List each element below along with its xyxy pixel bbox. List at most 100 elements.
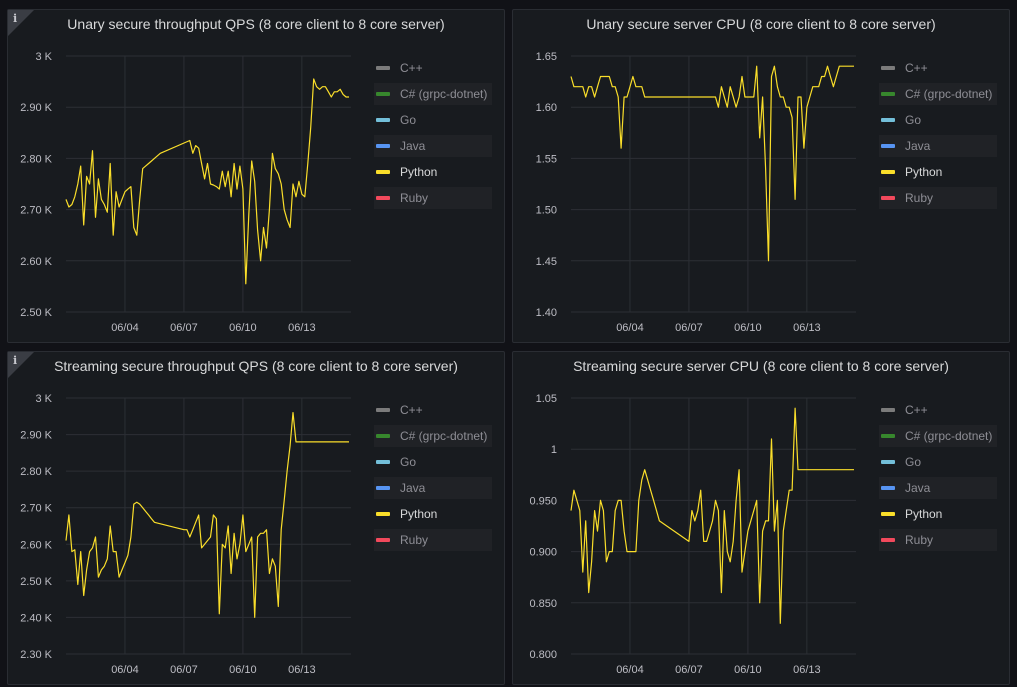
legend-swatch bbox=[376, 118, 390, 122]
legend-label: Go bbox=[400, 113, 417, 127]
legend-label: C++ bbox=[400, 403, 423, 417]
y-tick-label: 2.40 K bbox=[20, 612, 52, 624]
y-tick-label: 2.60 K bbox=[20, 539, 52, 551]
legend-item-c-grpc-dotnet[interactable]: C# (grpc-dotnet) bbox=[374, 425, 492, 447]
panel-unary-cpu[interactable]: Unary secure server CPU (8 core client t… bbox=[512, 9, 1010, 343]
y-tick-label: 1.55 bbox=[536, 153, 557, 165]
legend-label: Ruby bbox=[400, 533, 429, 547]
series-line-python[interactable] bbox=[65, 411, 349, 618]
y-tick-label: 0.950 bbox=[529, 495, 557, 507]
y-tick-label: 0.800 bbox=[529, 649, 557, 661]
info-icon-corner[interactable] bbox=[8, 10, 34, 36]
legend-item-c-grpc-dotnet[interactable]: C# (grpc-dotnet) bbox=[879, 83, 997, 105]
panel-title[interactable]: Streaming secure server CPU (8 core clie… bbox=[573, 358, 949, 374]
legend-item-c-grpc-dotnet[interactable]: C# (grpc-dotnet) bbox=[374, 83, 492, 105]
legend-item-python[interactable]: Python bbox=[879, 161, 997, 183]
y-tick-label: 2.70 K bbox=[20, 205, 52, 217]
x-tick-label: 06/04 bbox=[111, 322, 139, 334]
legend-item-java[interactable]: Java bbox=[879, 477, 997, 499]
x-tick-label: 06/07 bbox=[170, 664, 198, 676]
legend-swatch bbox=[376, 460, 390, 464]
info-icon-corner[interactable] bbox=[8, 352, 34, 378]
x-tick-label: 06/04 bbox=[111, 664, 139, 676]
legend-swatch bbox=[881, 408, 895, 412]
x-tick-label: 06/10 bbox=[734, 664, 762, 676]
panel-title[interactable]: Streaming secure throughput QPS (8 core … bbox=[54, 358, 458, 374]
legend-swatch bbox=[881, 92, 895, 96]
y-tick-label: 0.850 bbox=[529, 598, 557, 610]
x-tick-label: 06/04 bbox=[616, 322, 644, 334]
legend-label: C# (grpc-dotnet) bbox=[905, 429, 993, 443]
y-tick-label: 2.70 K bbox=[20, 503, 52, 515]
legend-item-c[interactable]: C++ bbox=[879, 399, 997, 421]
legend-item-ruby[interactable]: Ruby bbox=[879, 529, 997, 551]
y-tick-label: 0.900 bbox=[529, 547, 557, 559]
panel-title[interactable]: Unary secure server CPU (8 core client t… bbox=[586, 16, 936, 32]
x-tick-label: 06/10 bbox=[229, 322, 257, 334]
series-line-python[interactable] bbox=[65, 78, 349, 285]
legend: C++ C# (grpc-dotnet) Go Java Python Ruby bbox=[879, 57, 997, 213]
y-tick-label: 2.80 K bbox=[20, 466, 52, 478]
legend-item-ruby[interactable]: Ruby bbox=[374, 529, 492, 551]
legend-swatch bbox=[881, 66, 895, 70]
x-tick-label: 06/13 bbox=[793, 664, 821, 676]
y-tick-label: 3 K bbox=[35, 393, 52, 405]
panel-title[interactable]: Unary secure throughput QPS (8 core clie… bbox=[67, 16, 445, 32]
legend-label: Python bbox=[400, 507, 438, 521]
legend-label: Go bbox=[905, 455, 922, 469]
legend-item-python[interactable]: Python bbox=[374, 503, 492, 525]
legend-item-c[interactable]: C++ bbox=[374, 57, 492, 79]
legend-swatch bbox=[376, 408, 390, 412]
legend-item-python[interactable]: Python bbox=[374, 161, 492, 183]
y-tick-label: 2.30 K bbox=[20, 649, 52, 661]
legend-item-c-grpc-dotnet[interactable]: C# (grpc-dotnet) bbox=[879, 425, 997, 447]
legend-item-java[interactable]: Java bbox=[374, 477, 492, 499]
series-line-python[interactable] bbox=[570, 65, 854, 262]
legend-item-c[interactable]: C++ bbox=[374, 399, 492, 421]
info-icon[interactable]: i bbox=[13, 354, 18, 367]
legend-item-python[interactable]: Python bbox=[879, 503, 997, 525]
x-tick-label: 06/13 bbox=[288, 322, 316, 334]
y-tick-label: 1.45 bbox=[536, 256, 557, 268]
panel-unary-qps[interactable]: i Unary secure throughput QPS (8 core cl… bbox=[7, 9, 505, 343]
x-tick-label: 06/07 bbox=[675, 664, 703, 676]
legend-label: C++ bbox=[400, 61, 423, 75]
legend-label: Ruby bbox=[905, 191, 934, 205]
legend-swatch bbox=[376, 434, 390, 438]
legend-item-ruby[interactable]: Ruby bbox=[879, 187, 997, 209]
legend-label: C# (grpc-dotnet) bbox=[400, 429, 488, 443]
y-tick-label: 2.50 K bbox=[20, 576, 52, 588]
legend-swatch bbox=[881, 486, 895, 490]
legend-label: Go bbox=[400, 455, 417, 469]
y-tick-label: 1.50 bbox=[536, 205, 557, 217]
legend-item-go[interactable]: Go bbox=[879, 451, 997, 473]
panel-streaming-cpu[interactable]: Streaming secure server CPU (8 core clie… bbox=[512, 351, 1010, 685]
legend: C++ C# (grpc-dotnet) Go Java Python Ruby bbox=[374, 57, 492, 213]
legend-swatch bbox=[881, 118, 895, 122]
panel-streaming-qps[interactable]: i Streaming secure throughput QPS (8 cor… bbox=[7, 351, 505, 685]
legend-swatch bbox=[881, 196, 895, 200]
legend-label: Go bbox=[905, 113, 922, 127]
legend-swatch bbox=[376, 170, 390, 174]
series-line-python[interactable] bbox=[570, 407, 854, 624]
legend-item-go[interactable]: Go bbox=[374, 451, 492, 473]
legend-label: Java bbox=[400, 139, 426, 153]
legend-item-go[interactable]: Go bbox=[879, 109, 997, 131]
legend-swatch bbox=[376, 538, 390, 542]
legend-swatch bbox=[881, 538, 895, 542]
legend-label: Ruby bbox=[905, 533, 934, 547]
legend-item-ruby[interactable]: Ruby bbox=[374, 187, 492, 209]
x-tick-label: 06/13 bbox=[793, 322, 821, 334]
x-tick-label: 06/13 bbox=[288, 664, 316, 676]
y-tick-label: 1.60 bbox=[536, 102, 557, 114]
legend-item-java[interactable]: Java bbox=[879, 135, 997, 157]
info-icon[interactable]: i bbox=[13, 12, 18, 25]
y-tick-label: 3 K bbox=[35, 51, 52, 63]
legend-swatch bbox=[881, 144, 895, 148]
legend-item-go[interactable]: Go bbox=[374, 109, 492, 131]
legend-item-java[interactable]: Java bbox=[374, 135, 492, 157]
x-tick-label: 06/10 bbox=[734, 322, 762, 334]
x-tick-label: 06/10 bbox=[229, 664, 257, 676]
legend-label: Ruby bbox=[400, 191, 429, 205]
legend-item-c[interactable]: C++ bbox=[879, 57, 997, 79]
